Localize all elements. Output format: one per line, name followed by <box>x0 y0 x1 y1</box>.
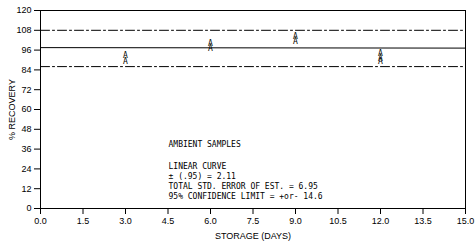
svg-text:6.0: 6.0 <box>204 216 217 226</box>
svg-text:13.5: 13.5 <box>414 216 432 226</box>
svg-text:0.0: 0.0 <box>34 216 47 226</box>
svg-text:A: A <box>123 57 128 66</box>
svg-text:12: 12 <box>21 184 31 194</box>
svg-text:7.5: 7.5 <box>247 216 260 226</box>
svg-text:108: 108 <box>16 25 31 35</box>
svg-text:± (.95) = 2.11: ± (.95) = 2.11 <box>169 172 237 181</box>
svg-text:24: 24 <box>21 164 31 174</box>
svg-text:LINEAR CURVE: LINEAR CURVE <box>169 162 227 171</box>
svg-text:48: 48 <box>21 124 31 134</box>
svg-text:120: 120 <box>16 5 31 15</box>
svg-text:10.5: 10.5 <box>329 216 347 226</box>
svg-text:1.5: 1.5 <box>77 216 90 226</box>
svg-text:A: A <box>293 37 298 46</box>
svg-text:A: A <box>378 57 383 66</box>
svg-text:3.0: 3.0 <box>119 216 132 226</box>
svg-text:A: A <box>123 50 128 60</box>
svg-text:72: 72 <box>21 85 31 95</box>
svg-text:84: 84 <box>21 65 31 75</box>
svg-text:4.5: 4.5 <box>162 216 175 226</box>
svg-text:TOTAL STD. ERROR OF EST. = 6.9: TOTAL STD. ERROR OF EST. = 6.95 <box>169 182 318 191</box>
svg-text:60: 60 <box>21 104 31 114</box>
svg-text:36: 36 <box>21 144 31 154</box>
svg-text:12.0: 12.0 <box>372 216 390 226</box>
svg-text:15.0: 15.0 <box>457 216 475 226</box>
svg-text:AMBIENT SAMPLES: AMBIENT SAMPLES <box>169 140 241 149</box>
svg-text:% RECOVERY: % RECOVERY <box>7 79 17 140</box>
svg-text:96: 96 <box>21 45 31 55</box>
svg-text:A: A <box>208 44 213 53</box>
svg-text:STORAGE (DAYS): STORAGE (DAYS) <box>215 231 291 241</box>
svg-text:0: 0 <box>26 203 31 213</box>
svg-text:9.0: 9.0 <box>289 216 302 226</box>
svg-text:95% CONFIDENCE LIMIT = +or- 14: 95% CONFIDENCE LIMIT = +or- 14.6 <box>169 192 323 201</box>
